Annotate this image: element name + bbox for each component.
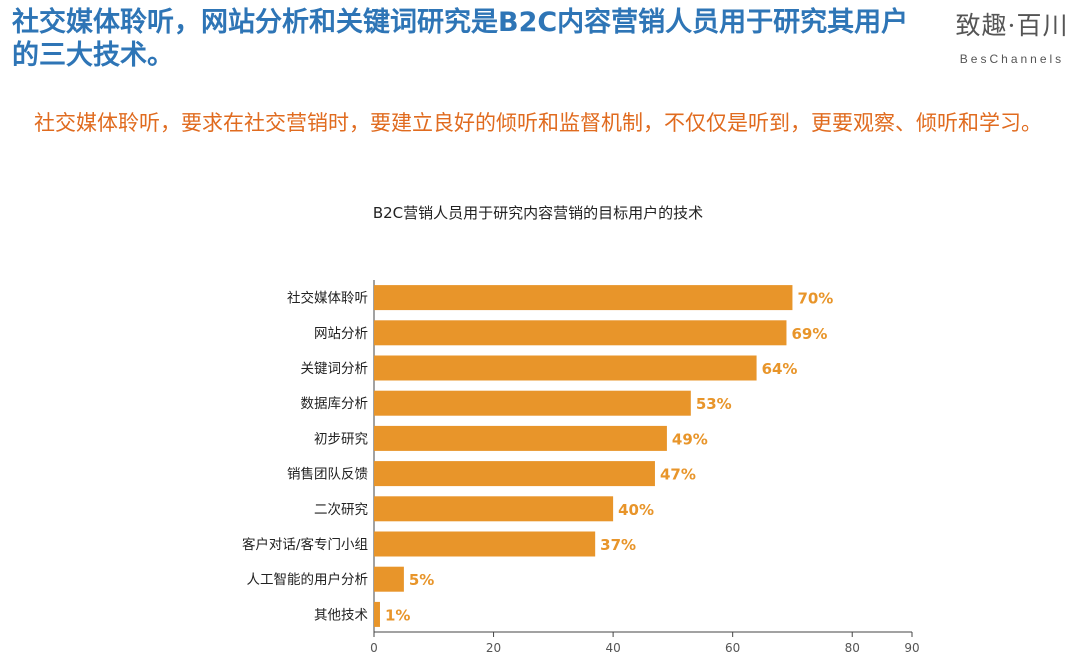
bar-chart: B2C营销人员用于研究内容营销的目标用户的技术 0 20 40 60 80 90 社交媒体聆… — [242, 204, 920, 655]
bar — [374, 531, 596, 557]
bar — [374, 601, 380, 627]
x-tick-label: 0 — [370, 641, 378, 655]
category-label: 初步研究 — [314, 430, 368, 447]
data-label: 70% — [797, 290, 833, 308]
bar — [374, 566, 404, 592]
bar — [374, 425, 667, 451]
category-label: 数据库分析 — [301, 396, 369, 412]
data-label: 5% — [409, 571, 434, 589]
intro-text: 社交媒体聆听，要求在社交营销时，要建立良好的倾听和监督机制，不仅仅是听到，更要观… — [34, 111, 1042, 135]
bar — [374, 320, 787, 346]
chart-title: B2C营销人员用于研究内容营销的目标用户的技术 — [373, 204, 703, 222]
x-tick-label: 60 — [725, 641, 740, 655]
category-label: 关键词分析 — [301, 361, 369, 377]
data-label: 49% — [672, 430, 708, 448]
data-label: 64% — [762, 360, 798, 378]
data-label: 53% — [696, 395, 732, 413]
bar — [374, 285, 793, 311]
data-label: 69% — [791, 325, 827, 343]
bar — [374, 390, 691, 416]
category-label: 客户对话/客专门小组 — [242, 536, 368, 553]
category-label: 二次研究 — [314, 502, 368, 518]
category-label: 网站分析 — [314, 326, 368, 342]
x-tick-label: 20 — [486, 641, 501, 655]
category-label: 人工智能的用户分析 — [247, 571, 369, 588]
plot-area: 0 20 40 60 80 90 社交媒体聆听 70% 网站分析 69% 关键词分析 64% 数据库分析… — [242, 280, 920, 655]
x-tick-label: 40 — [605, 641, 620, 655]
data-label: 47% — [660, 466, 696, 484]
logo-english: BesChannels — [959, 52, 1065, 66]
category-label: 社交媒体聆听 — [287, 290, 368, 307]
category-label: 其他技术 — [314, 607, 368, 623]
data-label: 37% — [600, 536, 636, 554]
bar — [374, 461, 655, 487]
headline: 社交媒体聆听，网站分析和关键词研究是B2C内容营销人员用于研究其用户的三大技术。 — [12, 7, 909, 71]
brand-logo: 致趣·百川 BesChannels — [948, 10, 1076, 66]
data-label: 1% — [385, 606, 410, 624]
data-label: 40% — [618, 501, 654, 519]
logo-chinese: 致趣·百川 — [955, 11, 1069, 40]
bar — [374, 355, 757, 381]
bar — [374, 496, 614, 522]
category-label: 销售团队反馈 — [287, 467, 368, 483]
x-tick-label: 90 — [904, 641, 919, 655]
x-tick-label: 80 — [845, 641, 860, 655]
